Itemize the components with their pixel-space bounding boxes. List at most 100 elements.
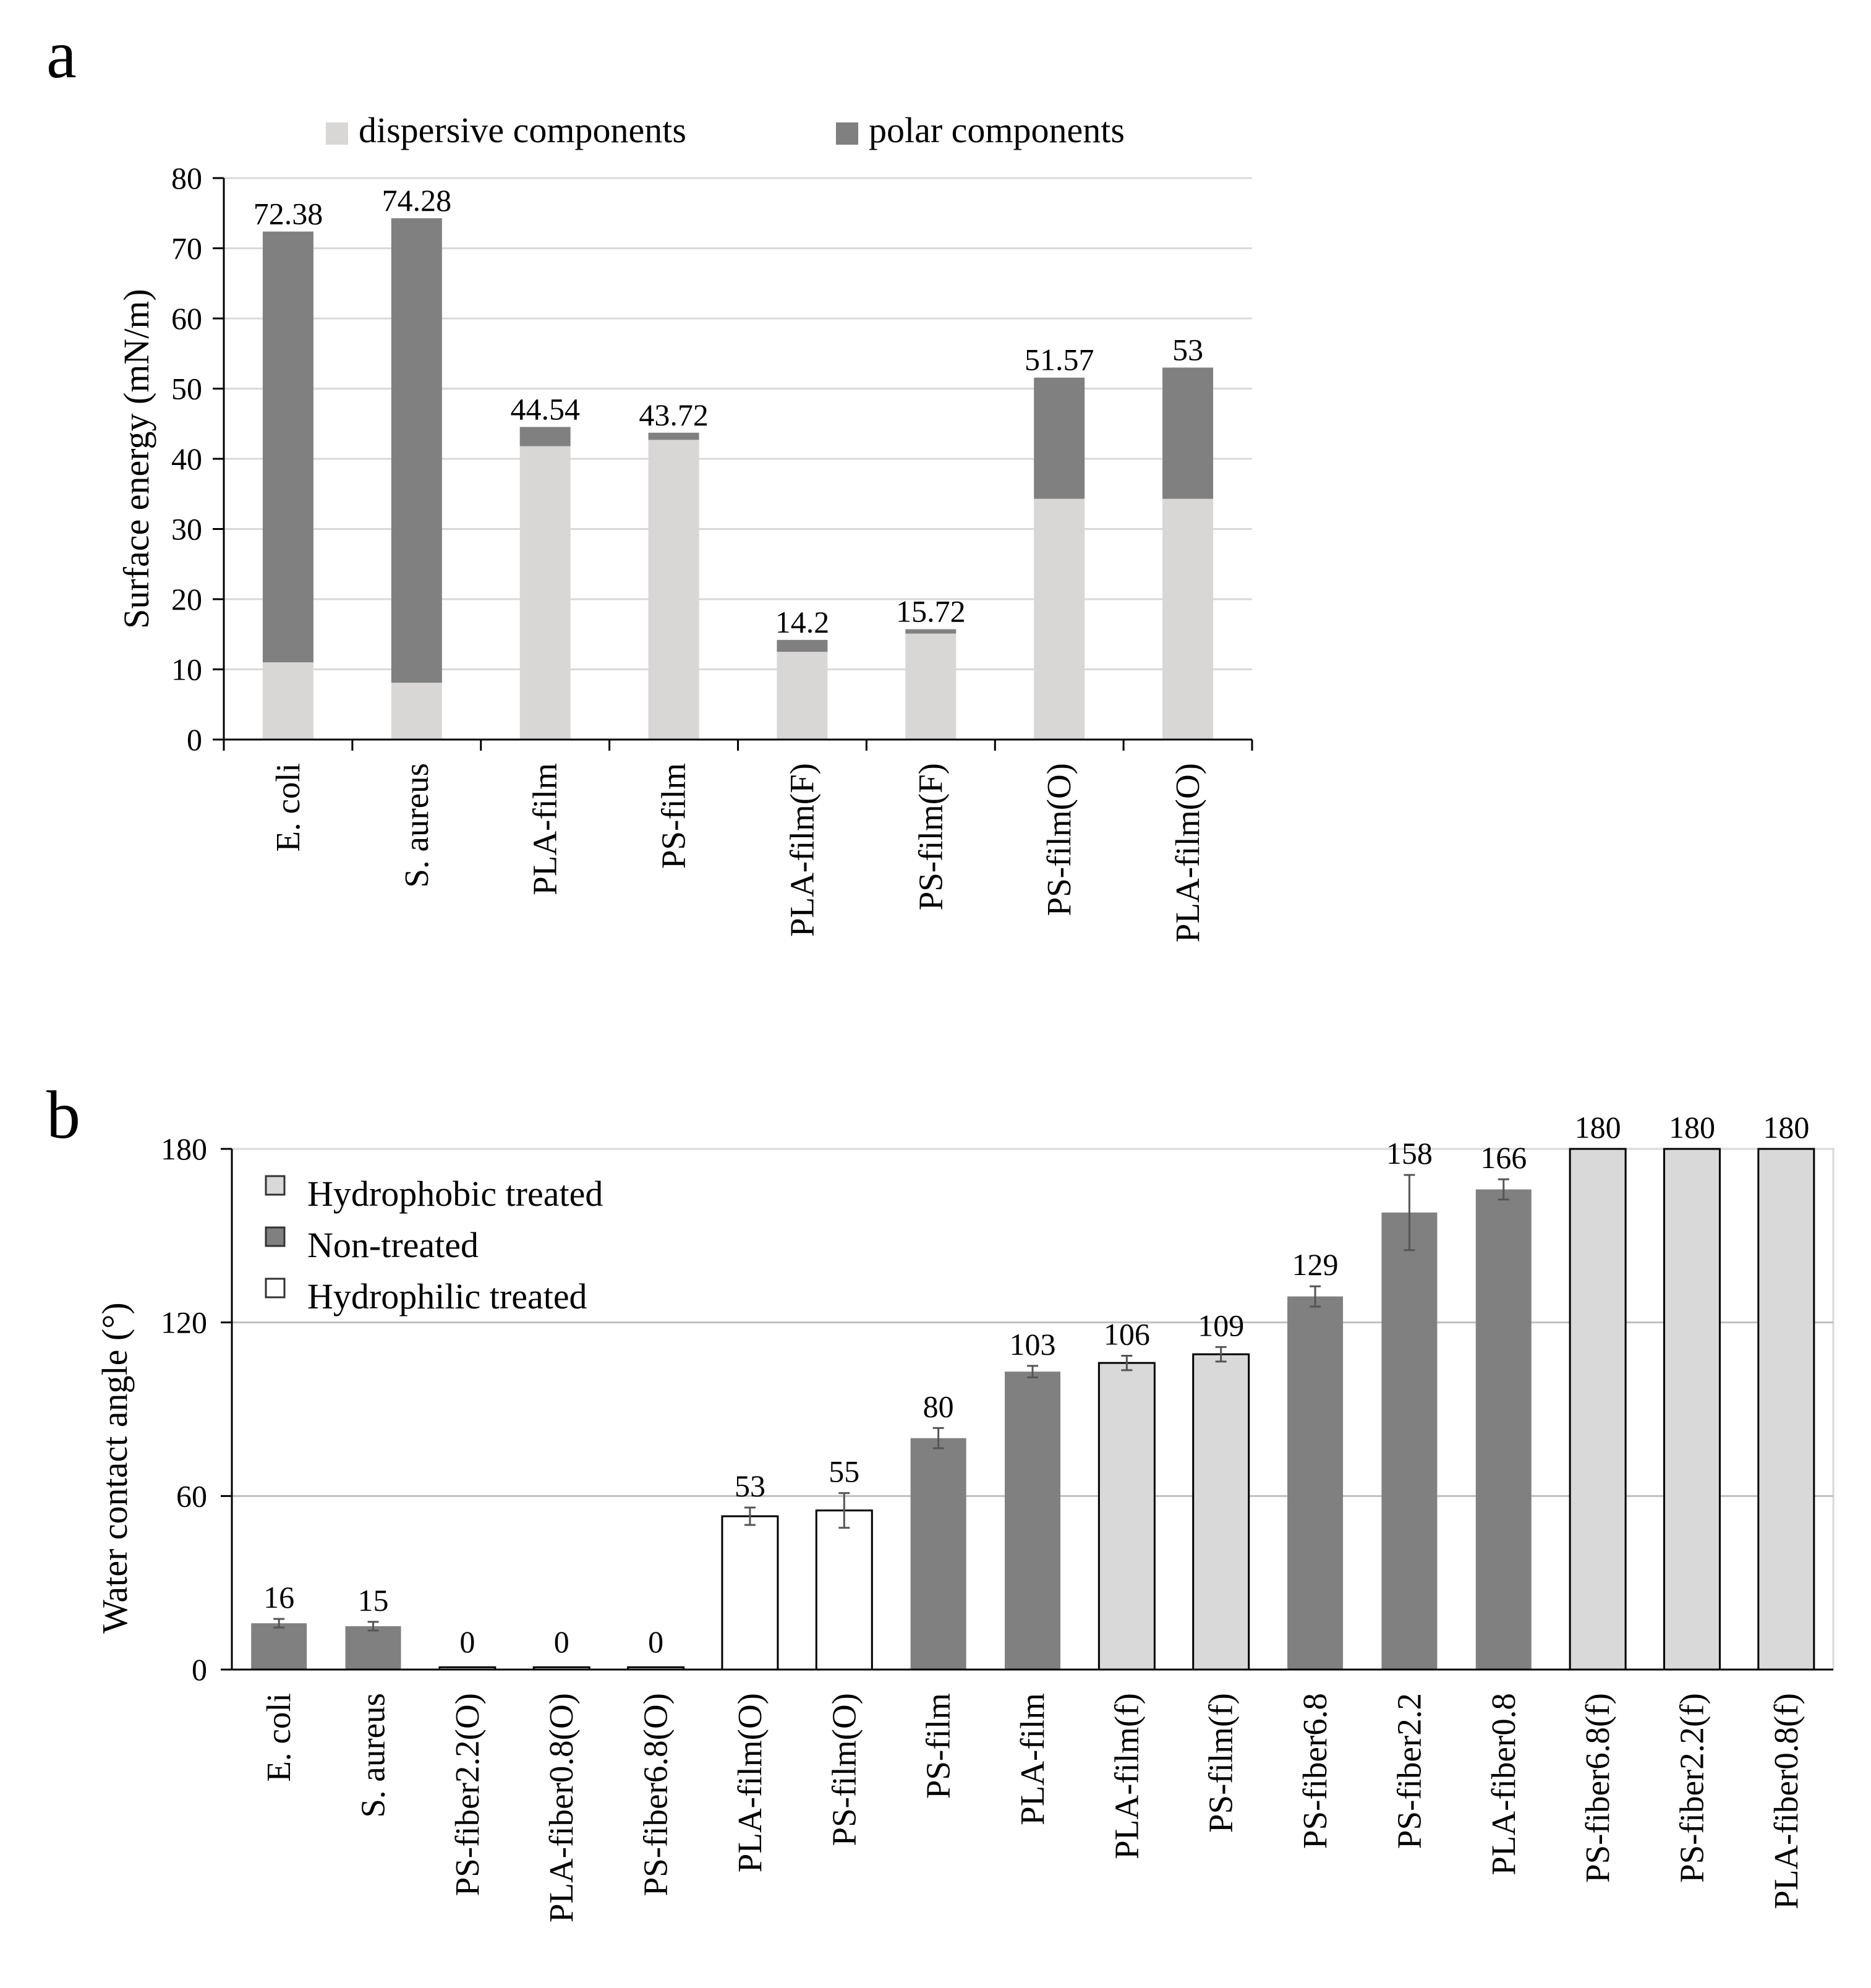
y-tick-label: 60 <box>176 1478 207 1513</box>
panel-a-label: a <box>46 17 77 92</box>
panel-b-axes <box>221 1148 1833 1671</box>
bar <box>721 1515 779 1671</box>
total-label: 15.72 <box>896 594 966 629</box>
value-label: 15 <box>358 1583 389 1618</box>
category-label: PS-fiber6.8 <box>1296 1693 1334 1849</box>
y-tick-label: 20 <box>171 582 202 616</box>
bar-segment-dispersive <box>391 683 442 740</box>
y-tick-label: 50 <box>171 372 202 406</box>
category-label: PLA-film(F) <box>783 763 820 937</box>
bar <box>1097 1362 1156 1671</box>
value-label: 0 <box>459 1624 475 1659</box>
category-label: PLA-fiber0.8 <box>1485 1693 1522 1875</box>
y-tick-label: 30 <box>171 512 202 547</box>
legend-label-non-treated: Non-treated <box>307 1225 479 1265</box>
legend-swatch-polar <box>836 122 858 145</box>
panel-a-chart: a dispersive components polar components… <box>46 17 1253 942</box>
bar-segment-dispersive <box>905 633 957 740</box>
total-label: 53 <box>1172 332 1203 367</box>
panel-b-bars <box>251 1148 1815 1671</box>
category-label: PS-fiber6.8(f) <box>1579 1693 1616 1883</box>
value-label: 180 <box>1669 1110 1715 1145</box>
value-label: 103 <box>1010 1327 1056 1362</box>
legend-swatch-hydrophilic <box>265 1278 286 1299</box>
total-label: 51.57 <box>1025 343 1094 377</box>
panel-a-total-labels: 72.38 74.28 44.54 43.72 14.2 15.72 51.57… <box>254 183 1203 639</box>
panel-a-y-ticks: 0 10 20 30 40 50 60 70 80 <box>171 161 202 757</box>
value-label: 129 <box>1292 1247 1339 1282</box>
legend-label-hydrophilic: Hydrophilic treated <box>307 1276 587 1316</box>
category-label: S. aureus <box>398 763 435 888</box>
category-label: PLA-film <box>1013 1693 1051 1825</box>
legend-swatch-dispersive <box>326 122 348 145</box>
panel-b-y-ticks: 0 60 120 180 <box>161 1132 207 1687</box>
total-label: 74.28 <box>382 183 452 218</box>
bar-segment-polar <box>1034 377 1085 499</box>
category-label: PS-film(O) <box>1040 763 1078 916</box>
total-label: 43.72 <box>639 398 709 432</box>
panel-b-y-axis-title: Water contact angle (°) <box>95 1302 135 1633</box>
y-tick-label: 0 <box>192 1652 207 1687</box>
value-label: 166 <box>1480 1140 1527 1175</box>
legend-swatch-non-treated <box>265 1226 286 1247</box>
y-tick-label: 70 <box>171 231 202 266</box>
value-label: 158 <box>1386 1136 1433 1171</box>
bar <box>1475 1189 1532 1670</box>
panel-b-legend: Hydrophobic treated Non-treated Hydrophi… <box>265 1174 603 1316</box>
value-label: 109 <box>1198 1308 1244 1342</box>
y-tick-label: 40 <box>171 442 202 476</box>
value-label: 180 <box>1763 1110 1809 1145</box>
bar-segment-dispersive <box>777 652 828 740</box>
total-label: 72.38 <box>254 196 323 231</box>
bar <box>1757 1148 1815 1671</box>
value-label: 180 <box>1575 1110 1621 1145</box>
bar <box>1192 1353 1250 1671</box>
bar-segment-polar <box>1162 367 1214 499</box>
bar <box>1381 1212 1438 1670</box>
category-label: S. aureus <box>354 1693 392 1818</box>
y-tick-label: 10 <box>171 652 202 687</box>
panel-b-error-bars <box>273 1174 1509 1632</box>
bar-segment-polar <box>519 427 571 446</box>
y-tick-label: 60 <box>171 301 202 336</box>
bar-segment-dispersive <box>519 446 571 740</box>
category-label: E. coli <box>260 1693 297 1782</box>
bar <box>1005 1372 1060 1670</box>
y-tick-label: 80 <box>171 161 202 195</box>
bar <box>1569 1148 1627 1671</box>
category-label: PS-film(O) <box>825 1693 863 1846</box>
category-label: PS-film(f) <box>1202 1693 1240 1833</box>
bar <box>815 1509 873 1671</box>
value-label: 55 <box>829 1454 859 1489</box>
category-label: PS-film <box>655 763 693 869</box>
bar <box>910 1438 966 1670</box>
value-label: 106 <box>1104 1316 1150 1351</box>
total-label: 44.54 <box>510 391 580 426</box>
category-label: E. coli <box>269 763 307 852</box>
total-label: 14.2 <box>775 605 830 639</box>
panel-b-chart: b 0 60 120 180 16 15 0 0 0 53 55 80 103 … <box>46 1077 1835 1922</box>
bar-segment-dispersive <box>262 662 313 740</box>
category-label: PLA-film <box>526 763 564 895</box>
bar <box>1287 1296 1344 1670</box>
legend-swatch-hydrophobic <box>265 1175 286 1196</box>
bar-segment-dispersive <box>648 440 699 740</box>
category-label: PS-fiber2.2 <box>1390 1693 1428 1849</box>
bar <box>345 1626 401 1670</box>
value-label: 16 <box>263 1580 294 1615</box>
panel-a-bars <box>262 218 1214 740</box>
panel-a-axes <box>213 177 1253 751</box>
panel-a-legend: dispersive components polar components <box>326 110 1125 150</box>
legend-label-polar: polar components <box>869 110 1125 150</box>
category-label: PLA-film(f) <box>1107 1693 1145 1859</box>
y-tick-label: 0 <box>187 722 202 757</box>
panel-b-category-labels: E. coli S. aureus PS-fiber2.2(O) PLA-fib… <box>260 1693 1805 1922</box>
y-tick-label: 120 <box>161 1305 207 1340</box>
bar-segment-polar <box>777 639 828 652</box>
bar-segment-dispersive <box>1162 498 1214 740</box>
bar-segment-polar <box>905 629 957 634</box>
bar-segment-dispersive <box>1034 498 1085 740</box>
bar <box>1663 1148 1721 1671</box>
legend-label-hydrophobic: Hydrophobic treated <box>307 1174 603 1214</box>
